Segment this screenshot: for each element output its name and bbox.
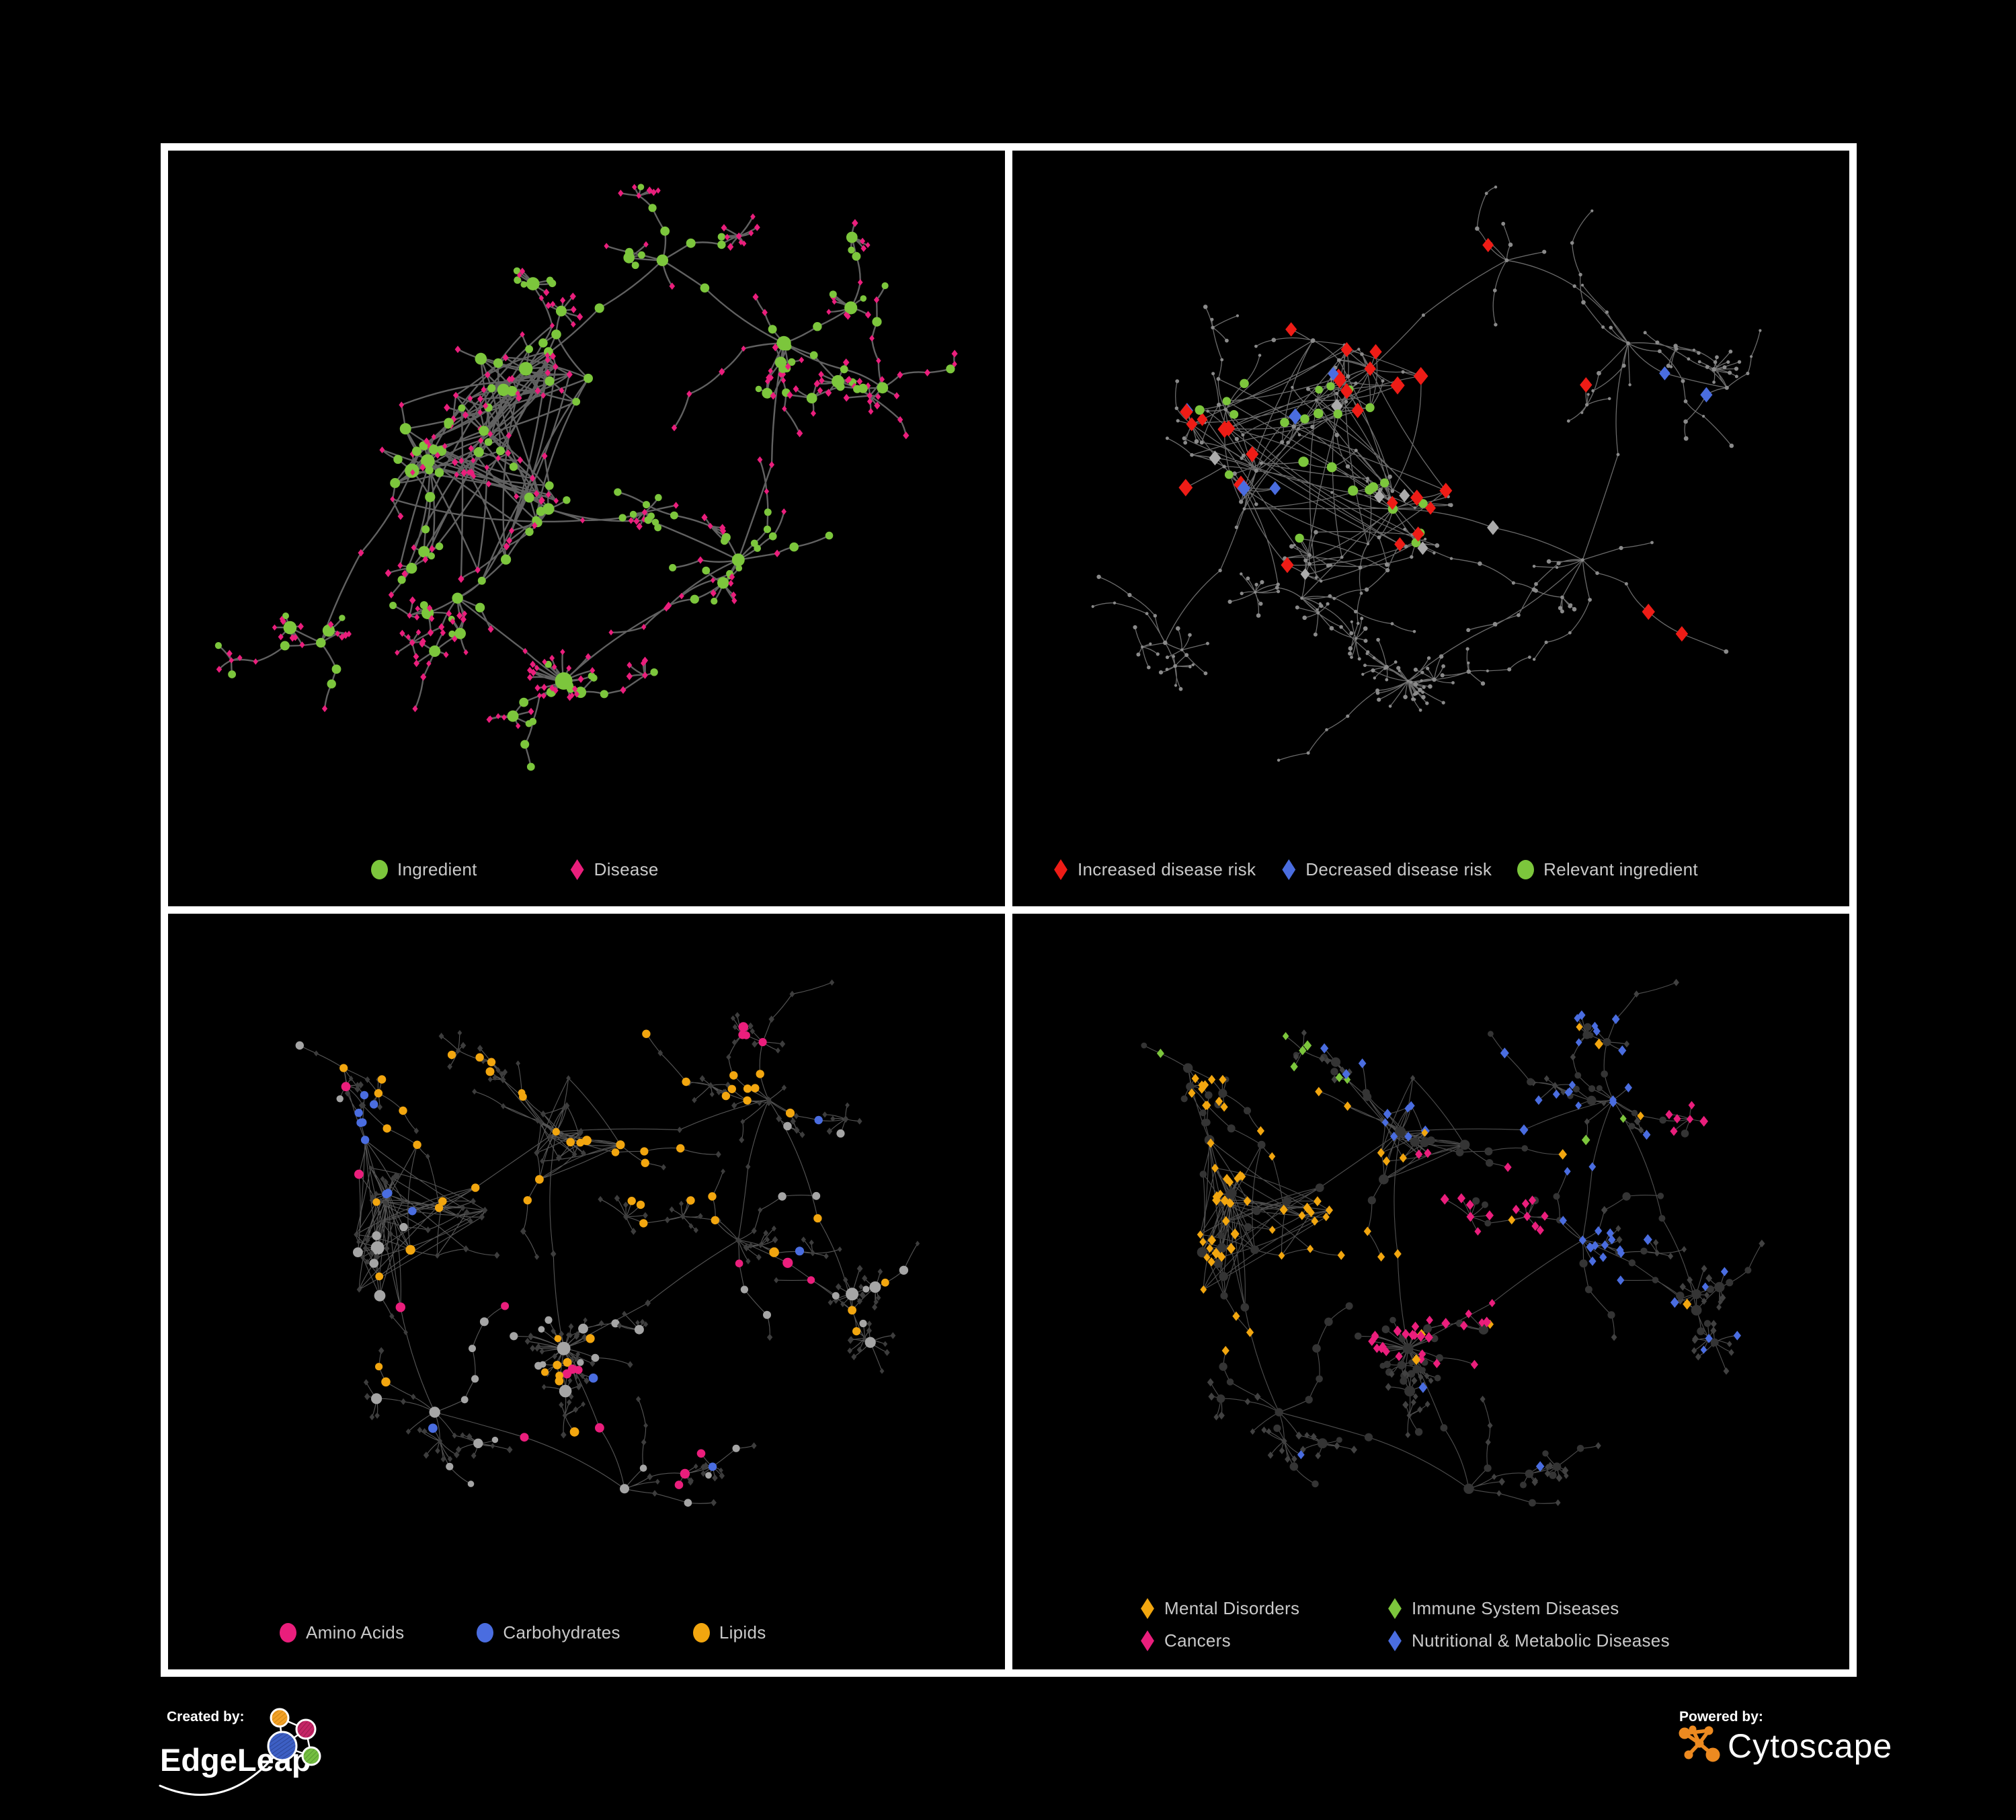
legend-item-relevant-ingredient: Relevant ingredient: [1517, 859, 1698, 880]
legend-label: Amino Acids: [306, 1622, 405, 1643]
legend-item-nutritional-diseases: Nutritional & Metabolic Diseases: [1387, 1630, 1670, 1651]
legend-label: Carbohydrates: [503, 1622, 620, 1643]
ingredient-circle-icon: [371, 860, 388, 879]
legend-disease-classes: Mental Disorders Immune System Diseases …: [1140, 1598, 1670, 1651]
legend-item-ingredient: Ingredient: [371, 859, 477, 880]
cytoscape-logo: Powered by: Cytoscape: [1679, 1709, 1892, 1765]
panel-ingredient-classes: Amino Acids Carbohydrates Lipids: [168, 914, 1005, 1669]
legend-label: Relevant ingredient: [1543, 859, 1698, 879]
legend-item-decreased-risk: Decreased disease risk: [1281, 859, 1492, 880]
nutritional-diseases-diamond-icon: [1388, 1630, 1402, 1651]
legend-label: Mental Disorders: [1164, 1598, 1300, 1618]
legend-item-cancers: Cancers: [1140, 1630, 1387, 1651]
ingredient-class-network-graph: [295, 979, 920, 1507]
disease-diamond-icon: [570, 859, 584, 880]
legend-label: Lipids: [719, 1622, 766, 1643]
legend-label: Decreased disease risk: [1305, 859, 1492, 879]
amino-acids-circle-icon: [280, 1623, 296, 1643]
legend-ingredient-classes: Amino Acids Carbohydrates Lipids: [280, 1622, 766, 1643]
legend-item-increased-risk: Increased disease risk: [1053, 859, 1256, 880]
decreased-risk-diamond-icon: [1282, 859, 1296, 880]
edgeleap-logo: Created by: EdgeLeap: [159, 1708, 321, 1796]
immune-diseases-diamond-icon: [1388, 1598, 1402, 1619]
panel-disease-risk: Increased disease risk Decreased disease…: [1012, 151, 1849, 906]
lipids-circle-icon: [692, 1623, 710, 1643]
legend-label: Immune System Diseases: [1412, 1598, 1619, 1618]
legend-item-carbohydrates: Carbohydrates: [477, 1622, 620, 1643]
panel-grid: Ingredient Disease Increased disease ris…: [161, 143, 1857, 1677]
legend-ingredient-disease: Ingredient Disease: [371, 859, 659, 880]
panel-ingredient-disease: Ingredient Disease: [168, 151, 1005, 906]
legend-item-immune-diseases: Immune System Diseases: [1387, 1598, 1670, 1619]
legend-item-lipids: Lipids: [692, 1622, 766, 1643]
cytoscape-network-icon: [1679, 1725, 1720, 1762]
disease-class-network-graph: [1141, 978, 1765, 1507]
legend-label: Increased disease risk: [1078, 859, 1256, 879]
panel-disease-classes: Mental Disorders Immune System Diseases …: [1012, 914, 1849, 1669]
powered-by-label: Powered by:: [1679, 1709, 1763, 1725]
disease-risk-network-graph: [1091, 186, 1762, 762]
ingredient-disease-network-graph: [214, 184, 958, 771]
mental-disorders-diamond-icon: [1141, 1598, 1154, 1619]
legend-item-disease: Disease: [570, 859, 659, 880]
carbohydrates-circle-icon: [477, 1623, 494, 1643]
legend-disease-risk: Increased disease risk Decreased disease…: [1053, 859, 1698, 880]
legend-label: Ingredient: [397, 859, 477, 879]
cytoscape-brand-text: Cytoscape: [1728, 1727, 1892, 1765]
legend-item-amino-acids: Amino Acids: [280, 1622, 404, 1643]
edgeleap-swoosh: [159, 1753, 277, 1796]
increased-risk-diamond-icon: [1054, 859, 1067, 880]
legend-label: Cancers: [1164, 1630, 1231, 1651]
legend-item-mental-disorders: Mental Disorders: [1140, 1598, 1387, 1619]
cancers-diamond-icon: [1141, 1630, 1154, 1651]
legend-label: Disease: [594, 859, 659, 879]
edgeleap-network-icon: [267, 1708, 321, 1766]
created-by-label: Created by:: [167, 1709, 245, 1725]
legend-label: Nutritional & Metabolic Diseases: [1412, 1630, 1670, 1651]
relevant-ingredient-circle-icon: [1517, 860, 1535, 879]
